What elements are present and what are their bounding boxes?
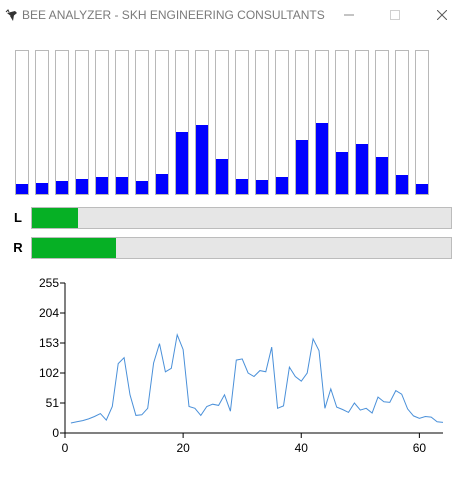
spectrum-bar-fill xyxy=(156,174,168,194)
spectrum-bar xyxy=(115,50,129,195)
spectrum-bar xyxy=(135,50,149,195)
spectrum-bar xyxy=(315,50,329,195)
spectrum-bar xyxy=(35,50,49,195)
maximize-button[interactable] xyxy=(372,0,418,30)
spectrum-bar-fill xyxy=(236,179,248,194)
spectrum-bar xyxy=(55,50,69,195)
spectrum-bar-fill xyxy=(356,144,368,194)
right-level-meter xyxy=(31,237,452,259)
spectrum-bar-fill xyxy=(56,181,68,194)
waveform-chart: 0 51 102 153 204 255 0 20 40 60 xyxy=(39,276,444,455)
y-tick-label: 153 xyxy=(39,336,59,350)
spectrum-bar-fill xyxy=(76,179,88,194)
spectrum-bar-fill xyxy=(316,123,328,194)
spectrum-bar-fill xyxy=(336,152,348,194)
spectrum-bar-fill xyxy=(136,181,148,194)
x-tick-label: 40 xyxy=(295,441,309,455)
spectrum-bar-fill xyxy=(256,180,268,194)
window-title: BEE ANALYZER - SKH ENGINEERING CONSULTAN… xyxy=(22,8,325,22)
spectrum-bar-fill xyxy=(416,184,428,194)
spectrum-bar xyxy=(235,50,249,195)
x-tick-label: 60 xyxy=(413,441,427,455)
spectrum-bar xyxy=(95,50,109,195)
spectrum-bar xyxy=(335,50,349,195)
title-bar: BEE ANALYZER - SKH ENGINEERING CONSULTAN… xyxy=(0,0,465,30)
minimize-icon xyxy=(344,14,354,16)
y-tick-label: 102 xyxy=(39,366,59,380)
left-level-meter xyxy=(31,207,452,229)
spectrum-bars xyxy=(0,0,465,200)
spectrum-bar-fill xyxy=(196,125,208,194)
spectrum-bar-fill xyxy=(296,140,308,194)
left-level-fill xyxy=(32,208,79,228)
y-tick-label: 0 xyxy=(52,426,59,440)
spectrum-bar-fill xyxy=(116,177,128,194)
maximize-icon xyxy=(390,10,400,20)
spectrum-bar xyxy=(275,50,289,195)
spectrum-bar xyxy=(75,50,89,195)
minimize-button[interactable] xyxy=(326,0,372,30)
spectrum-bar xyxy=(155,50,169,195)
series-line xyxy=(70,332,444,424)
spectrum-bar xyxy=(295,50,309,195)
spectrum-bar xyxy=(415,50,429,195)
spectrum-bar-fill xyxy=(176,132,188,194)
left-meter-label: L xyxy=(14,210,22,225)
spectrum-bar-fill xyxy=(396,175,408,194)
x-tick-label: 20 xyxy=(176,441,190,455)
close-button[interactable] xyxy=(419,0,465,30)
spectrum-bar xyxy=(15,50,29,195)
spectrum-bar xyxy=(255,50,269,195)
spectrum-bar-fill xyxy=(276,177,288,194)
spectrum-bar-fill xyxy=(16,184,28,194)
spectrum-bar xyxy=(195,50,209,195)
y-tick-label: 51 xyxy=(46,396,60,410)
right-level-fill xyxy=(32,238,116,258)
right-meter-label: R xyxy=(13,240,23,255)
spectrum-bar-fill xyxy=(96,177,108,194)
y-tick-label: 255 xyxy=(39,276,59,290)
spectrum-bar xyxy=(355,50,369,195)
spectrum-bar xyxy=(175,50,189,195)
spectrum-bar-fill xyxy=(216,159,228,194)
spectrum-bar-fill xyxy=(36,183,48,194)
spectrum-bar xyxy=(215,50,229,195)
y-tick-label: 204 xyxy=(39,306,59,320)
spectrum-bar-fill xyxy=(376,157,388,194)
x-tick-label: 0 xyxy=(62,441,69,455)
spectrum-bar xyxy=(395,50,409,195)
close-icon xyxy=(437,10,447,20)
spectrum-bar xyxy=(375,50,389,195)
bee-icon[interactable] xyxy=(4,7,20,23)
